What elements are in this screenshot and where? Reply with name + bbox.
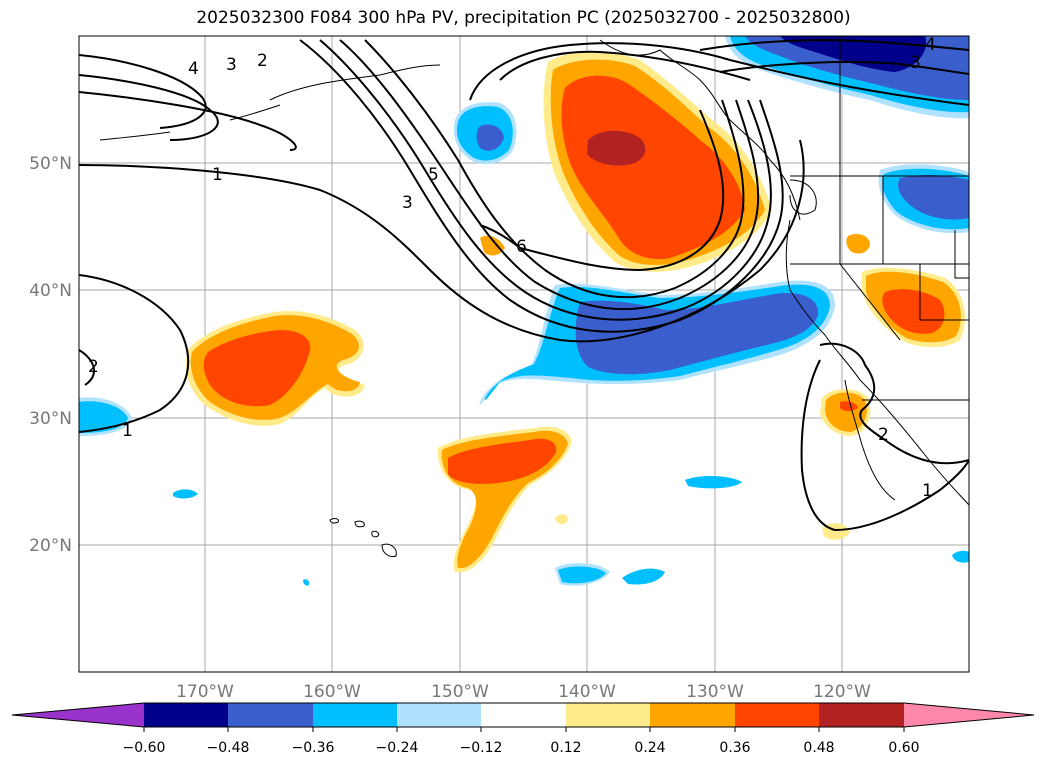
lat-label: 30°N bbox=[29, 409, 72, 429]
contour-label: 3 bbox=[226, 55, 237, 75]
colorbar-tick: 0.24 bbox=[634, 740, 665, 756]
map-area bbox=[79, 36, 969, 672]
lon-label: 150°W bbox=[431, 682, 489, 702]
borders bbox=[790, 36, 969, 401]
colorbar-segment bbox=[819, 703, 904, 727]
colorbar-segment bbox=[397, 703, 481, 727]
colorbar-tick: −0.12 bbox=[460, 740, 503, 756]
lon-label: 120°W bbox=[813, 682, 871, 702]
colorbar bbox=[11, 702, 1035, 732]
colorbar-segment bbox=[228, 703, 313, 727]
lat-label: 50°N bbox=[29, 154, 72, 174]
colorbar-segment bbox=[12, 703, 144, 727]
colorbar-segment bbox=[144, 703, 228, 727]
lon-label: 130°W bbox=[686, 682, 744, 702]
colorbar-ticks: −0.60 −0.48 −0.36 −0.24 −0.12 0.12 0.24 … bbox=[123, 740, 920, 756]
contour-label: 3 bbox=[402, 193, 413, 213]
latitude-labels: 50°N 40°N 30°N 20°N bbox=[29, 154, 72, 556]
colorbar-tick: 0.36 bbox=[719, 740, 750, 756]
lat-label: 40°N bbox=[29, 281, 72, 301]
colorbar-segment bbox=[313, 703, 397, 727]
colorbar-segment bbox=[904, 703, 1034, 727]
coastlines bbox=[99, 39, 969, 506]
precip-shading bbox=[79, 36, 969, 586]
longitude-labels: 170°W 160°W 150°W 140°W 130°W 120°W bbox=[176, 682, 871, 702]
colorbar-tick: 0.60 bbox=[888, 740, 919, 756]
contour-label: 2 bbox=[257, 51, 268, 71]
islands bbox=[329, 518, 397, 557]
contour-label: 2 bbox=[878, 425, 889, 445]
colorbar-tick: −0.60 bbox=[123, 740, 166, 756]
colorbar-tick: 0.48 bbox=[803, 740, 834, 756]
contour-label: 2 bbox=[88, 357, 99, 377]
colorbar-tick: −0.24 bbox=[376, 740, 419, 756]
lon-label: 160°W bbox=[303, 682, 361, 702]
contour-label: 6 bbox=[516, 237, 527, 257]
colorbar-tick: −0.36 bbox=[292, 740, 335, 756]
map-frame bbox=[78, 35, 970, 673]
colorbar-segment bbox=[566, 703, 650, 727]
lon-label: 140°W bbox=[558, 682, 616, 702]
colorbar-segment bbox=[735, 703, 819, 727]
contour-label: 1 bbox=[122, 421, 133, 441]
contour-label: 1 bbox=[922, 481, 933, 501]
contour-label: 4 bbox=[188, 59, 199, 79]
contour-label: 3 bbox=[910, 53, 921, 73]
lon-label: 170°W bbox=[176, 682, 234, 702]
contour-label: 1 bbox=[212, 165, 223, 185]
lat-label: 20°N bbox=[29, 536, 72, 556]
contour-labels: 4 3 2 1 5 3 6 2 1 2 1 4 3 bbox=[88, 35, 936, 501]
colorbar-tick: 0.12 bbox=[550, 740, 581, 756]
map-title: 2025032300 F084 300 hPa PV, precipitatio… bbox=[196, 8, 851, 28]
colorbar-segment bbox=[650, 703, 735, 727]
colorbar-tick: −0.48 bbox=[207, 740, 250, 756]
contour-label: 4 bbox=[925, 35, 936, 55]
pv-contours bbox=[79, 39, 969, 532]
contour-label: 5 bbox=[428, 165, 439, 185]
colorbar-segment bbox=[481, 703, 566, 727]
